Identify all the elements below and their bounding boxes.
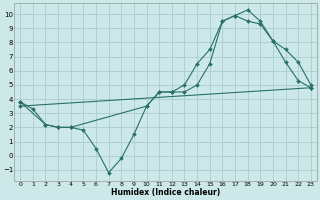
X-axis label: Humidex (Indice chaleur): Humidex (Indice chaleur) (111, 188, 220, 197)
